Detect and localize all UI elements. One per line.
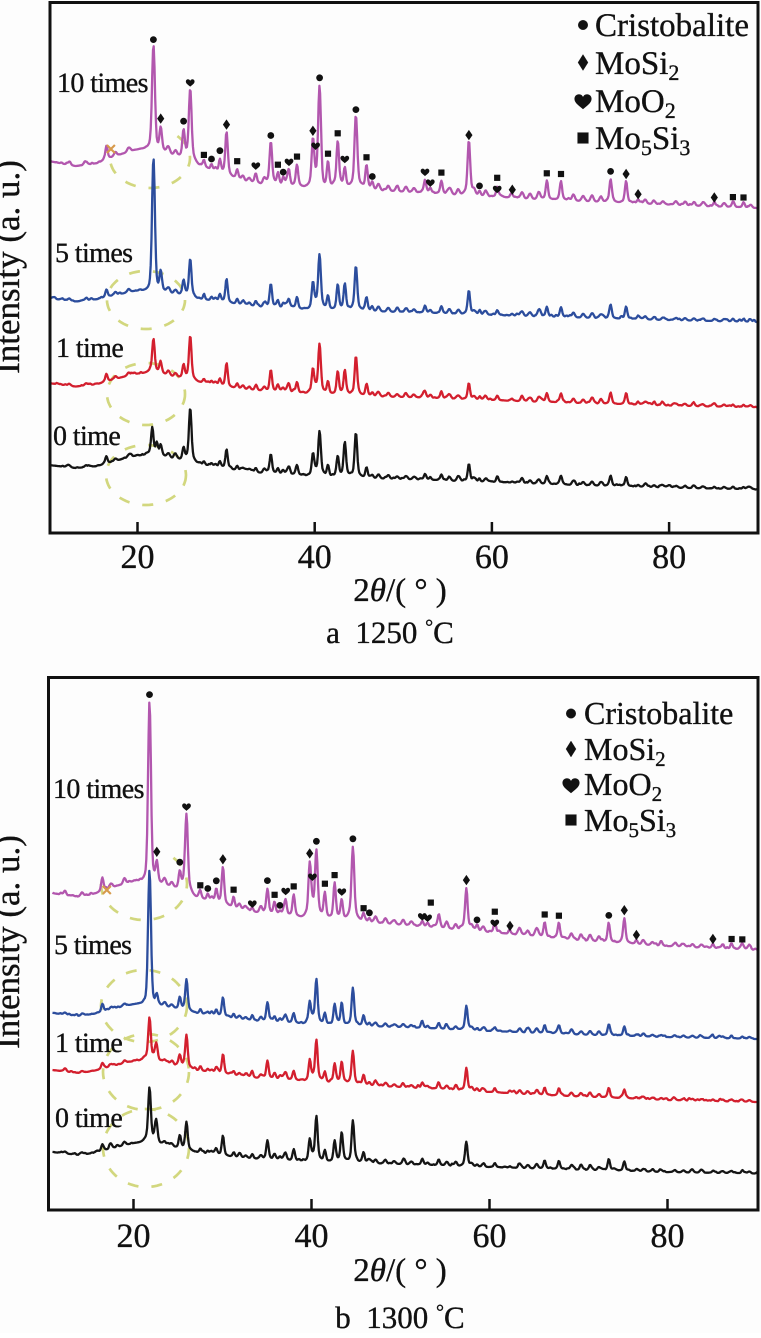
svg-text:5 times: 5 times [55,238,132,269]
svg-text:40: 40 [295,1218,329,1255]
svg-text:60: 60 [473,1218,507,1255]
svg-text:60: 60 [475,539,509,576]
svg-text:80: 80 [651,1218,685,1255]
svg-text:MoO2: MoO2 [595,84,676,123]
svg-text:5 times: 5 times [54,930,131,961]
svg-text:1 time: 1 time [56,333,123,364]
svg-text:Cristobalite: Cristobalite [595,8,749,44]
svg-text:20: 20 [117,1218,151,1255]
svg-text:Mo5Si3: Mo5Si3 [584,802,676,842]
svg-text:40: 40 [298,539,332,576]
svg-text:2θ/( ° ): 2θ/( ° ) [353,1253,447,1289]
svg-text:2θ/( ° ): 2θ/( ° ) [353,573,447,609]
svg-text:MoSi2: MoSi2 [584,731,666,771]
svg-text:80: 80 [652,539,686,576]
svg-text:Cristobalite: Cristobalite [584,695,733,731]
svg-text:Intensity (a. u.): Intensity (a. u.) [0,835,27,1049]
svg-text:1 time: 1 time [55,1028,122,1059]
svg-text:MoSi2: MoSi2 [595,46,679,85]
svg-text:10 times: 10 times [53,774,144,805]
svg-text:20: 20 [121,539,155,576]
svg-text:0 time: 0 time [53,421,120,452]
svg-text:10 times: 10 times [57,68,148,99]
svg-text:Intensity (a. u.): Intensity (a. u.) [0,160,27,374]
svg-text:b 1300 °C: b 1300 °C [335,1300,464,1333]
svg-text:MoO2: MoO2 [584,766,662,806]
svg-text:0 time: 0 time [55,1103,122,1134]
svg-text:a 1250 °C: a 1250 °C [326,615,454,650]
